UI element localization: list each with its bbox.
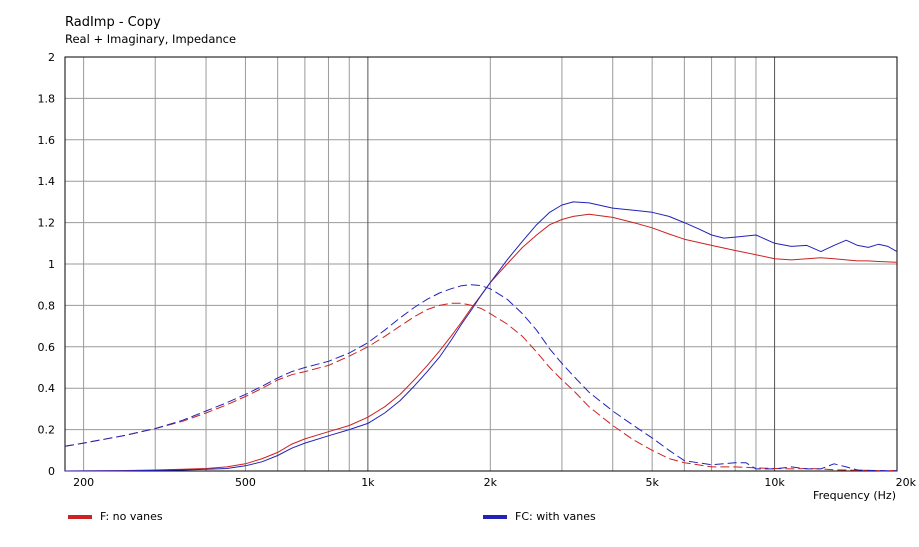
- x-axis: 200 500 1k 2k 5k 10k 20k: [73, 476, 917, 489]
- x-tick-label: 500: [235, 476, 256, 489]
- y-tick-label: 1.2: [38, 217, 56, 230]
- y-tick-label: 0: [48, 465, 55, 478]
- x-tick-label: 1k: [361, 476, 375, 489]
- grid: [65, 56, 897, 472]
- y-tick-label: 0.4: [38, 382, 56, 395]
- series-1-imaginary-line: [64, 302, 897, 472]
- chart-subtitle: Real + Imaginary, Impedance: [65, 32, 236, 46]
- x-axis-label: Frequency (Hz): [813, 489, 896, 502]
- y-tick-label: 0.6: [38, 341, 56, 354]
- y-tick-label: 2: [48, 51, 55, 64]
- legend: F: no vanes FC: with vanes: [68, 510, 596, 523]
- chart-title: RadImp - Copy: [65, 15, 161, 30]
- x-tick-label: 20k: [896, 476, 917, 489]
- y-tick-label: 0.2: [38, 424, 56, 437]
- y-tick-label: 1.4: [38, 175, 56, 188]
- y-tick-label: 1.6: [38, 134, 56, 147]
- legend-swatch: [483, 515, 507, 519]
- x-tick-label: 2k: [484, 476, 498, 489]
- series: [64, 201, 898, 472]
- x-tick-label: 10k: [764, 476, 785, 489]
- y-tick-label: 1: [48, 258, 55, 271]
- series-2-real-line: [64, 201, 898, 472]
- series-1-real-line: [64, 213, 898, 472]
- legend-label: FC: with vanes: [515, 510, 596, 523]
- legend-label: F: no vanes: [100, 510, 163, 523]
- series-2-imaginary-line: [64, 284, 898, 472]
- y-tick-label: 1.8: [38, 92, 56, 105]
- x-tick-label: 200: [73, 476, 94, 489]
- y-tick-label: 0.8: [38, 299, 56, 312]
- x-tick-label: 5k: [645, 476, 659, 489]
- legend-swatch: [68, 515, 92, 519]
- y-axis: 0 0.2 0.4 0.6 0.8 1 1.2 1.4 1.6 1.8 2: [38, 51, 56, 478]
- plot-frame: [64, 56, 898, 472]
